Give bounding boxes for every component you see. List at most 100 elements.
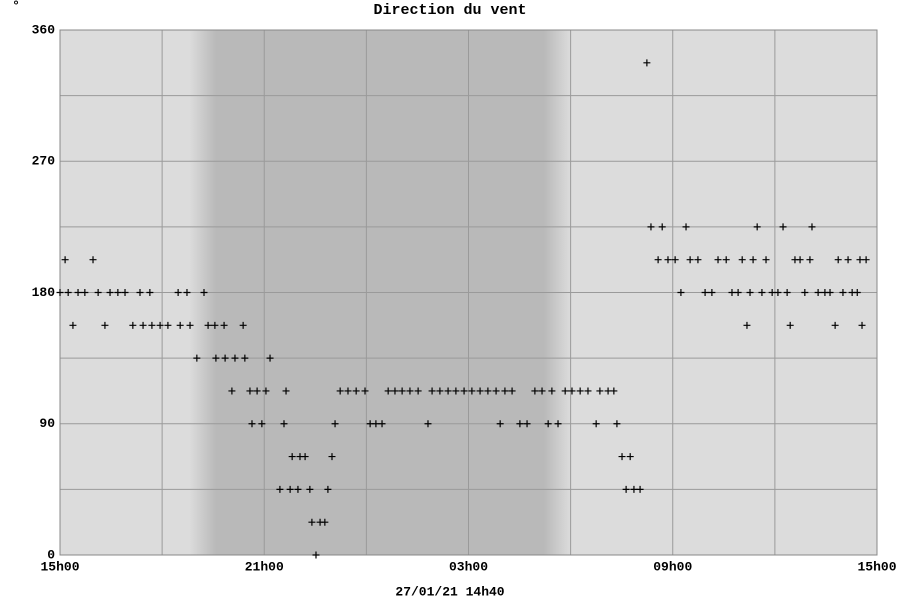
marker (193, 354, 201, 362)
marker (148, 321, 156, 329)
marker (136, 289, 144, 296)
marker (523, 420, 531, 428)
marker (444, 387, 452, 395)
marker (174, 289, 182, 296)
marker (398, 387, 406, 395)
marker (708, 289, 716, 296)
marker (258, 420, 266, 428)
marker (831, 321, 839, 329)
marker (686, 256, 694, 264)
marker (682, 223, 690, 231)
marker (801, 289, 809, 296)
marker (239, 321, 247, 329)
marker (336, 387, 344, 395)
marker (56, 289, 64, 296)
marker (743, 321, 751, 329)
marker (211, 321, 219, 329)
marker (654, 256, 662, 264)
marker (228, 387, 236, 395)
x-tick-label: 21h00 (245, 559, 284, 574)
marker (139, 321, 147, 329)
marker (858, 321, 866, 329)
marker (862, 256, 870, 264)
marker (544, 420, 552, 428)
x-tick-label: 03h00 (449, 559, 488, 574)
marker (484, 387, 492, 395)
marker (231, 354, 239, 362)
marker (391, 387, 399, 395)
marker (436, 387, 444, 395)
marker (610, 387, 618, 395)
marker (294, 485, 302, 493)
marker (647, 223, 655, 231)
marker (786, 321, 794, 329)
marker (248, 420, 256, 428)
marker (814, 289, 822, 296)
marker (114, 289, 122, 296)
marker (344, 387, 352, 395)
marker (81, 289, 89, 296)
marker (531, 387, 539, 395)
marker (626, 453, 634, 461)
marker (282, 387, 290, 395)
marker (538, 387, 546, 395)
y-tick-label: 270 (32, 154, 56, 169)
marker (378, 420, 386, 428)
marker (246, 387, 254, 395)
marker (636, 485, 644, 493)
marker (106, 289, 114, 296)
marker (694, 256, 702, 264)
marker (220, 321, 228, 329)
marker (101, 321, 109, 329)
marker (468, 387, 476, 395)
marker (414, 387, 422, 395)
marker (164, 321, 172, 329)
marker (384, 387, 392, 395)
marker (352, 387, 360, 395)
marker (834, 256, 842, 264)
marker (561, 387, 569, 395)
marker (361, 387, 369, 395)
marker (622, 485, 630, 493)
marker (839, 289, 847, 296)
marker (516, 420, 524, 428)
marker (186, 321, 194, 329)
chart-title: Direction du vent (373, 2, 526, 19)
x-tick-label: 15h00 (40, 559, 79, 574)
marker (306, 485, 314, 493)
marker (643, 59, 651, 67)
marker (701, 289, 709, 296)
marker (826, 289, 834, 296)
marker (331, 420, 339, 428)
marker (428, 387, 436, 395)
marker (324, 485, 332, 493)
marker (129, 321, 137, 329)
y-tick-label: 360 (32, 22, 56, 37)
y-tick-label: 180 (32, 285, 56, 300)
marker (853, 289, 861, 296)
marker (328, 453, 336, 461)
marker (856, 256, 864, 264)
marker (94, 289, 102, 296)
marker (613, 420, 621, 428)
marker (722, 256, 730, 264)
marker (241, 354, 249, 362)
marker (262, 387, 270, 395)
marker (806, 256, 814, 264)
marker (501, 387, 509, 395)
marker (796, 256, 804, 264)
marker (69, 321, 77, 329)
x-tick-label: 15h00 (857, 559, 896, 574)
marker (492, 387, 500, 395)
marker (808, 223, 816, 231)
marker (753, 223, 761, 231)
marker (183, 289, 191, 296)
marker (121, 289, 129, 296)
marker (734, 289, 742, 296)
marker (476, 387, 484, 395)
y-tick-label: 0 (47, 547, 55, 562)
marker (584, 387, 592, 395)
marker (496, 420, 504, 428)
marker (424, 420, 432, 428)
marker (74, 289, 82, 296)
